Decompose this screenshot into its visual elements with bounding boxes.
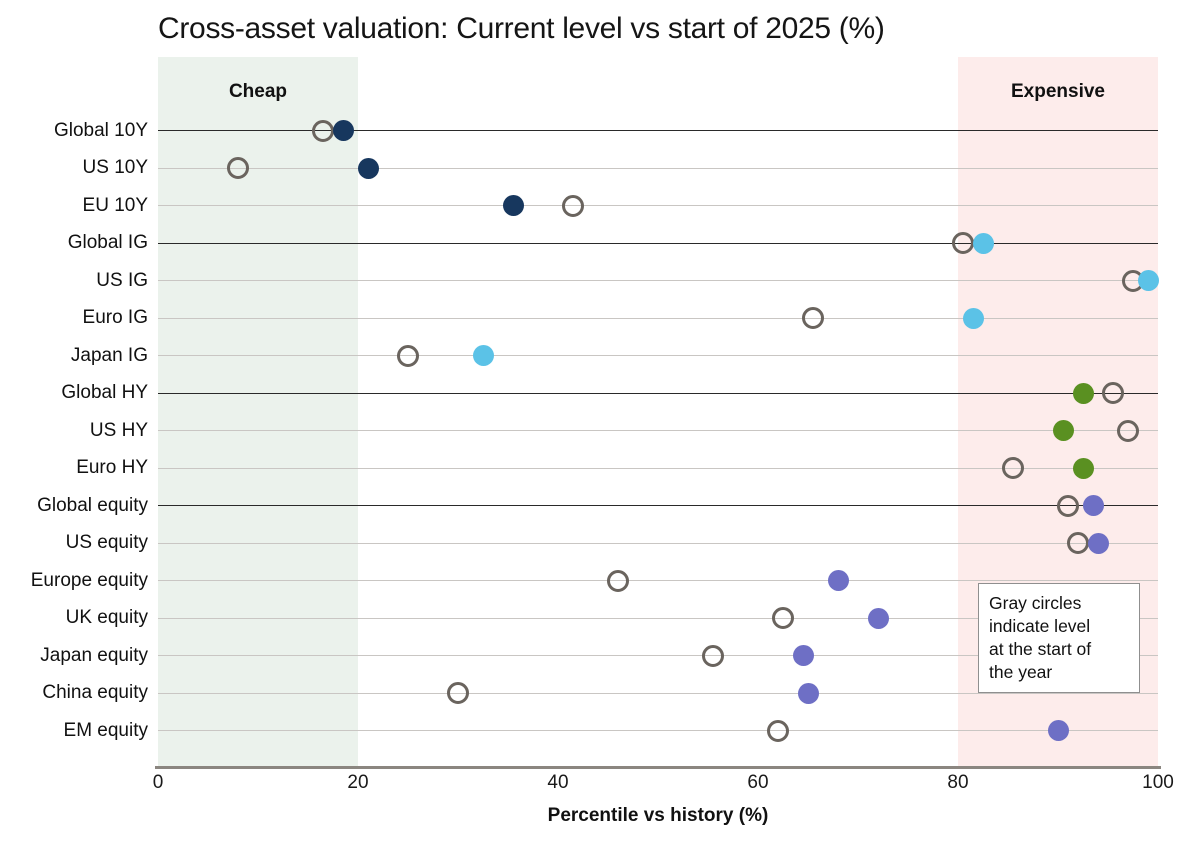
start-of-year-marker bbox=[562, 194, 584, 217]
y-axis-label: US equity bbox=[65, 532, 148, 554]
expensive-band-label: Expensive bbox=[1011, 81, 1105, 102]
start-of-year-marker bbox=[397, 344, 419, 367]
start-of-year-marker bbox=[1102, 382, 1124, 405]
start-of-year-marker bbox=[1117, 419, 1139, 442]
chart-title: Cross-asset valuation: Current level vs … bbox=[158, 12, 885, 45]
start-of-year-marker bbox=[702, 644, 724, 667]
start-of-year-marker bbox=[772, 607, 794, 630]
current-level-marker bbox=[472, 345, 494, 367]
x-axis-line bbox=[155, 766, 1161, 769]
row-line bbox=[158, 505, 1158, 507]
start-of-year-marker bbox=[952, 232, 974, 255]
cheap-band: Cheap bbox=[158, 57, 358, 767]
start-of-year-marker bbox=[227, 157, 249, 179]
x-tick-label: 100 bbox=[1142, 772, 1174, 793]
start-of-year-marker bbox=[607, 569, 629, 592]
current-level-marker bbox=[1072, 382, 1094, 404]
start-of-year-marker bbox=[312, 119, 334, 142]
start-of-year-marker bbox=[1057, 494, 1079, 517]
current-level-marker bbox=[1072, 457, 1094, 479]
row-line bbox=[158, 205, 1158, 207]
y-axis-label: US HY bbox=[89, 419, 148, 441]
y-axis-label: US 10Y bbox=[82, 157, 148, 178]
start-of-year-marker bbox=[802, 307, 824, 330]
row-line bbox=[158, 730, 1158, 732]
start-of-year-marker bbox=[447, 682, 469, 705]
x-tick-label: 0 bbox=[152, 772, 164, 793]
x-tick-label: 60 bbox=[747, 772, 769, 793]
start-of-year-marker bbox=[1002, 457, 1024, 480]
current-level-marker bbox=[502, 195, 524, 217]
current-level-marker bbox=[792, 645, 814, 667]
row-line bbox=[158, 130, 1158, 131]
row-line bbox=[158, 167, 1158, 169]
row-line bbox=[158, 392, 1158, 394]
annotation-box: Gray circles indicate level at the start… bbox=[978, 583, 1140, 694]
current-level-marker bbox=[1052, 420, 1074, 442]
row-line bbox=[158, 617, 1158, 619]
y-axis-label: Euro IG bbox=[82, 307, 148, 329]
row-line bbox=[158, 355, 1158, 357]
y-axis-label: Japan equity bbox=[40, 644, 148, 666]
start-of-year-marker bbox=[1067, 532, 1089, 555]
current-level-marker bbox=[827, 570, 849, 592]
current-level-marker bbox=[1137, 270, 1159, 292]
current-level-marker bbox=[867, 607, 889, 629]
y-axis-label: Europe equity bbox=[30, 569, 148, 591]
y-axis-label: EU 10Y bbox=[82, 194, 148, 216]
y-axis-label: Global IG bbox=[67, 232, 148, 254]
y-axis-label: US IG bbox=[96, 269, 148, 291]
current-level-marker bbox=[1082, 495, 1104, 517]
row-line bbox=[158, 280, 1158, 282]
cheap-band-label: Cheap bbox=[228, 81, 288, 102]
x-tick-label: 40 bbox=[547, 772, 569, 793]
y-axis-label: China equity bbox=[42, 682, 148, 704]
y-axis-label: Euro HY bbox=[76, 457, 148, 479]
row-line bbox=[158, 467, 1158, 469]
current-level-marker bbox=[972, 232, 994, 254]
plot-area: Cheap Expensive Gray circles indicate le… bbox=[158, 57, 1159, 767]
current-level-marker bbox=[1087, 532, 1109, 554]
y-axis-label: EM equity bbox=[63, 719, 148, 741]
row-line bbox=[158, 242, 1158, 244]
y-axis-label: Global equity bbox=[37, 494, 148, 516]
y-axis-label: UK equity bbox=[65, 607, 148, 629]
row-line bbox=[158, 580, 1158, 582]
current-level-marker bbox=[332, 120, 354, 141]
current-level-marker bbox=[1047, 720, 1069, 742]
y-axis-label: Global 10Y bbox=[53, 119, 148, 141]
row-line bbox=[158, 542, 1158, 544]
row-line bbox=[158, 692, 1158, 694]
current-level-marker bbox=[962, 307, 984, 329]
current-level-marker bbox=[357, 157, 379, 179]
start-of-year-marker bbox=[767, 719, 789, 742]
x-tick-label: 80 bbox=[947, 772, 969, 793]
current-level-marker bbox=[797, 682, 819, 704]
row-line bbox=[158, 655, 1158, 657]
row-line bbox=[158, 430, 1158, 432]
y-axis-label: Japan IG bbox=[70, 344, 148, 366]
annotation-text: Gray circles indicate level at the start… bbox=[989, 593, 1092, 683]
x-axis-title: Percentile vs history (%) bbox=[547, 805, 769, 826]
x-tick-label: 20 bbox=[347, 772, 369, 793]
row-line bbox=[158, 317, 1158, 319]
y-axis-label: Global HY bbox=[61, 382, 148, 404]
